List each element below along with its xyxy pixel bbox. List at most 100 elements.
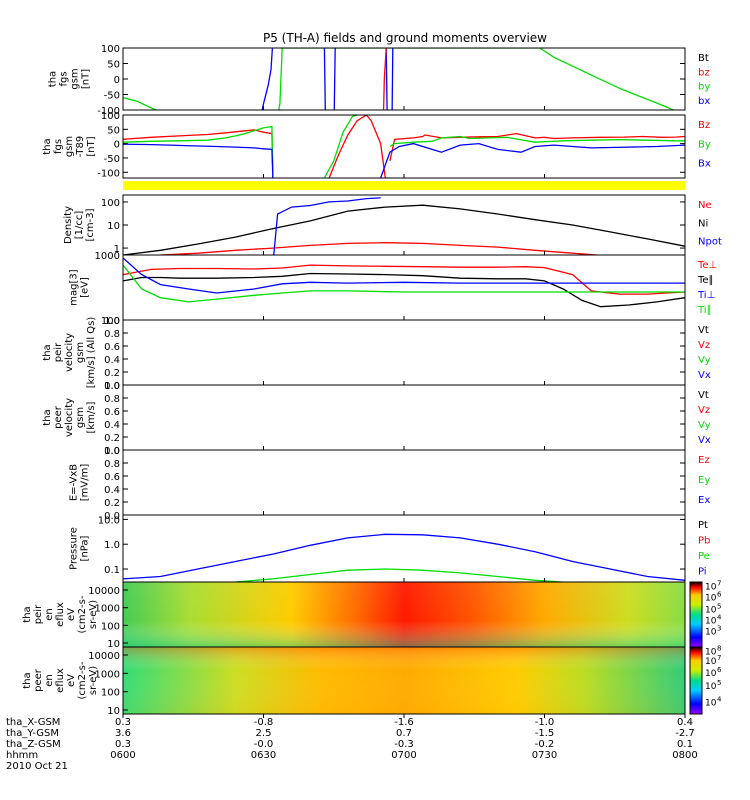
colorbar-label-peir_en: 10 (705, 605, 717, 615)
legend-efield: Ez (698, 455, 710, 466)
legend-peer: Vx (698, 435, 711, 446)
ylabel-pressure: [nPa] (80, 535, 91, 561)
xaxis-value: 0.4 (677, 717, 693, 728)
xaxis-value: 0.1 (677, 739, 693, 750)
series-temp-Te_perp (123, 264, 685, 295)
spec-ylabel-peer_en: sr-eV) (88, 666, 99, 695)
ylabel-fgs_t89: -T89 (75, 136, 86, 158)
ytick-label-efield: 0.2 (104, 498, 120, 509)
colorbar-peer_en (689, 646, 703, 715)
legend-efield: Ex (698, 495, 710, 506)
xaxis-row-label: tha_X-GSM (6, 717, 60, 728)
xaxis-value: -0.0 (254, 739, 274, 750)
panel-frame-pressure (122, 514, 686, 583)
ylabel-peir: gsm (75, 342, 86, 363)
ytick-label-peer: 0.6 (104, 407, 120, 418)
spec-ytick-label-peir_en: 10000 (88, 586, 120, 597)
legend-density: Ne (698, 200, 712, 211)
xaxis-value: -1.0 (535, 717, 555, 728)
ylabel-temp: [eV] (80, 277, 91, 298)
ylabel-efield: [mV/m] (80, 464, 91, 502)
legend-fgs_t89: Bx (698, 159, 711, 170)
legend-temp: Te∥ (697, 275, 714, 286)
colorbar-label-peir_en: 10 (705, 627, 717, 637)
panel-frame-density (122, 194, 686, 256)
xaxis-value: -2.7 (675, 728, 695, 739)
series-temp-Ti_perp (123, 257, 685, 294)
ytick-label-peer: 0.2 (104, 433, 120, 444)
series-temp-Ti_par (123, 264, 685, 303)
ytick-label-peir: 0.0 (104, 381, 120, 392)
spec-ytick-label-peer_en: 10 (107, 706, 120, 717)
colorbar-exp-peer_en: 4 (717, 696, 722, 704)
chart-title: P5 (TH-A) fields and ground moments over… (263, 31, 547, 45)
spec-ylabel-peer_en: (cm2-s- (77, 661, 88, 699)
xaxis-value: -0.2 (535, 739, 555, 750)
series-fgs_t89-By (123, 125, 274, 178)
ytick-label-density: 10 (107, 221, 120, 232)
ytick-label-fgs_t89: -50 (104, 154, 120, 165)
ytick-label-peir: 0.4 (104, 355, 120, 366)
ytick-label-peir: 0.2 (104, 368, 120, 379)
series-fgs_t89-Bx (123, 143, 274, 178)
ytick-label-fgs_t89: 100 (101, 111, 120, 122)
legend-temp: Ti∥ (697, 305, 712, 316)
ytick-label-temp: 1000 (95, 251, 120, 262)
spec-ytick-label-peer_en: 10000 (88, 651, 120, 662)
ylabel-fgs: [nT] (81, 69, 92, 89)
legend-fgs_t89: Bz (698, 120, 710, 131)
legend-pressure: Pi (698, 567, 707, 578)
ylabel-density: [1/cc] (74, 211, 85, 240)
legend-peer: Vy (698, 420, 711, 431)
ytick-label-fgs: 100 (101, 44, 120, 55)
spectrogram-shade-peir_en (123, 582, 685, 647)
xaxis-value: 2.5 (256, 728, 272, 739)
xaxis-value: 0730 (532, 750, 557, 761)
ylabel-peer: velocity (64, 398, 75, 437)
legend-fgs: by (698, 82, 710, 93)
colorbar-label-peer_en: 10 (705, 657, 717, 667)
series-pressure-Pe (223, 568, 572, 582)
panel-frame-peer (122, 384, 686, 451)
ytick-label-pressure: 0.1 (104, 565, 120, 576)
xaxis-value: 3.6 (115, 728, 131, 739)
ytick-label-peer: 0.4 (104, 420, 120, 431)
flag-bar (123, 181, 685, 190)
legend-fgs_t89: By (698, 139, 711, 150)
ytick-label-peer: 1.0 (104, 381, 120, 392)
xaxis-value: 0.3 (115, 739, 131, 750)
legend-peer: Vz (698, 405, 710, 416)
xaxis-value: -0.8 (254, 717, 274, 728)
ytick-label-peir: 1.0 (104, 316, 120, 327)
ytick-label-efield: 0.0 (104, 511, 120, 522)
ytick-label-fgs: 50 (107, 60, 120, 71)
series-density-Ni (123, 204, 685, 255)
colorbar-exp-peir_en: 3 (717, 624, 721, 632)
legend-fgs: Bt (698, 53, 709, 64)
ylabel-peir: tha (42, 344, 53, 360)
series-temp-Te_par (123, 272, 685, 308)
ytick-label-pressure: 10.0 (98, 515, 120, 526)
xaxis-value: 0800 (672, 750, 697, 761)
colorbar-exp-peir_en: 5 (717, 602, 721, 610)
xaxis-value: 0600 (110, 750, 135, 761)
ytick-label-fgs_t89: 0 (114, 140, 120, 151)
legend-peir: Vt (698, 325, 709, 336)
ytick-label-peer: 0.8 (104, 394, 120, 405)
colorbar-exp-peer_en: 8 (717, 645, 721, 653)
xaxis-value: -1.5 (535, 728, 555, 739)
xaxis-row-label: hhmm (6, 750, 38, 761)
ylabel-fgs: fgs (59, 71, 70, 86)
series-fgs-by (123, 48, 675, 110)
legend-density: Ni (698, 218, 708, 229)
series-fgs-bx (261, 48, 274, 110)
colorbar-label-peer_en: 10 (705, 682, 717, 692)
spec-ytick-label-peir_en: 1000 (95, 604, 120, 615)
ytick-label-efield: 0.4 (104, 485, 120, 496)
spec-ylabel-peir_en: eV (66, 608, 77, 621)
series-fgs_t89-Bz-3 (389, 132, 685, 161)
ytick-label-efield: 1.0 (104, 446, 120, 457)
spec-ylabel-peir_en: peir (33, 604, 44, 624)
ytick-label-peir: 0.8 (104, 329, 120, 340)
